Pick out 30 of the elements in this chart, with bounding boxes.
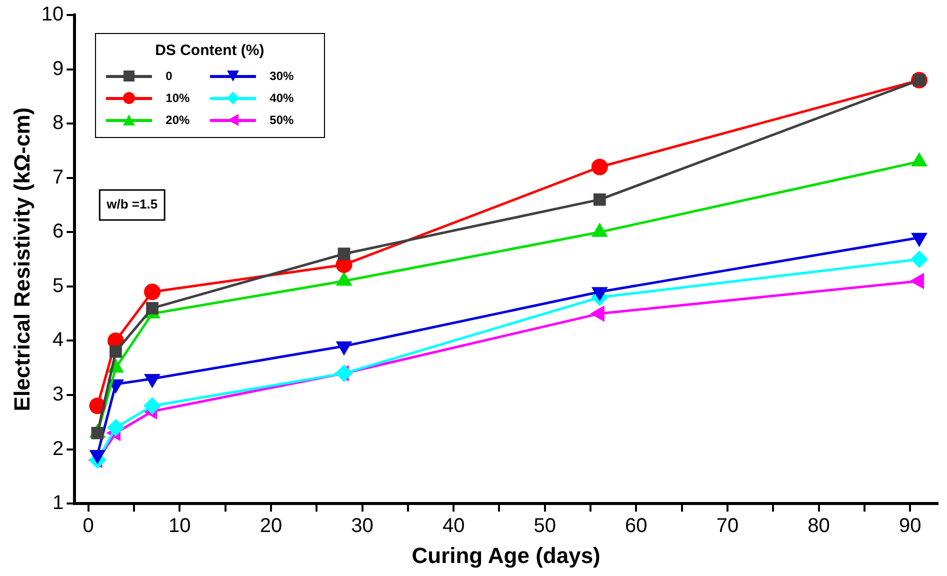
x-tick-label: 30 [351, 515, 374, 538]
x-tick-label: 10 [168, 515, 191, 538]
y-tick-label: 3 [52, 384, 64, 406]
x-tick-label: 90 [898, 515, 922, 538]
legend-label: 40% [270, 91, 294, 105]
y-tick-label: 5 [52, 274, 64, 297]
legend-label: 20% [166, 113, 190, 127]
x-tick-label: 60 [625, 515, 648, 538]
y-tick-label: 7 [52, 166, 64, 188]
x-tick-label: 70 [716, 515, 739, 538]
y-tick-label: 1 [52, 492, 64, 514]
y-tick-label: 2 [52, 438, 64, 460]
x-tick-label: 0 [82, 515, 94, 538]
x-tick-label: 50 [534, 515, 556, 538]
x-tick-label: 20 [260, 515, 282, 538]
legend-label: 50% [270, 113, 294, 127]
legend-label: 0 [166, 69, 172, 83]
y-tick-label: 4 [52, 329, 64, 352]
y-tick-label: 9 [52, 58, 64, 80]
x-tick-label: 40 [442, 515, 465, 538]
x-tick-label: 80 [808, 515, 830, 538]
legend-label: 10% [166, 91, 190, 105]
y-tick-label: 10 [41, 4, 64, 26]
annotation: w/b =1.5 [106, 196, 158, 212]
y-tick-label: 6 [52, 220, 64, 243]
y-tick-label: 8 [52, 112, 64, 134]
y-axis-title: Electrical Resistivity (kΩ-cm) [9, 107, 34, 412]
x-axis-title: Curing Age (days) [412, 542, 600, 568]
legend-label: 30% [270, 69, 294, 83]
legend-title: DS Content (%) [154, 42, 266, 59]
